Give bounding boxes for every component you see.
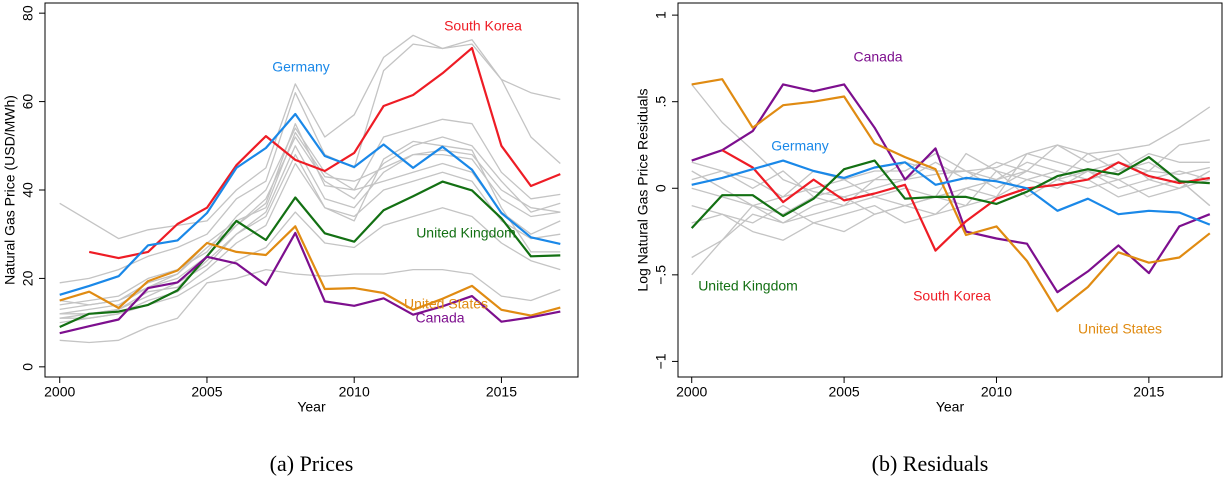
background-line — [691, 152, 1211, 207]
y-axis-title: Log Natural Gas Price Residuals — [635, 88, 651, 291]
y-tick-label: 20 — [20, 270, 36, 286]
x-tick-label: 2010 — [981, 384, 1012, 400]
series-line — [59, 180, 561, 329]
series-label: Germany — [272, 59, 330, 75]
y-tick-label: 80 — [20, 5, 36, 21]
x-tick-label: 2015 — [1133, 384, 1164, 400]
background-line — [59, 34, 561, 240]
background-line — [691, 144, 1210, 207]
series-label: United Kingdom — [416, 225, 516, 241]
series-label: Germany — [771, 138, 829, 154]
y-tick-label: 40 — [20, 182, 36, 198]
x-tick-label: 2005 — [191, 384, 222, 400]
series-label: South Korea — [913, 288, 991, 304]
x-tick-label: 2015 — [486, 384, 517, 400]
x-axis-title: Year — [297, 399, 326, 415]
series-line — [59, 112, 561, 296]
plot-frame — [677, 2, 1223, 378]
series-label: United Kingdom — [698, 278, 798, 294]
y-tick-label: 0 — [20, 363, 36, 371]
y-tick-label: 0 — [653, 184, 669, 192]
x-tick-label: 2005 — [829, 384, 860, 400]
background-line — [59, 43, 561, 284]
y-tick-label: 1 — [653, 11, 669, 19]
y-tick-label: −1 — [653, 353, 669, 369]
x-tick-label: 2010 — [339, 384, 370, 400]
x-tick-label: 2000 — [676, 384, 707, 400]
series-label: Canada — [853, 49, 902, 65]
y-tick-label: .5 — [653, 96, 669, 108]
background-line — [691, 83, 1211, 198]
background-line — [59, 131, 561, 306]
x-axis-title: Year — [936, 399, 965, 415]
background-line — [59, 136, 561, 315]
y-axis-title: Natural Gas Price (USD/MWh) — [2, 95, 18, 285]
series-line — [59, 231, 561, 335]
series-label: United States — [1078, 321, 1162, 337]
series-line — [690, 156, 1210, 229]
series-line — [59, 225, 561, 317]
background-line — [59, 268, 561, 344]
y-tick-label: −.5 — [653, 265, 669, 285]
background-line — [691, 152, 1211, 224]
caption: (b) Residuals — [872, 451, 989, 476]
series-label: Canada — [415, 310, 464, 326]
caption: (a) Prices — [270, 451, 354, 476]
series-line — [88, 47, 561, 260]
background-line — [59, 162, 561, 324]
series-line — [691, 83, 1211, 294]
series-line — [691, 78, 1211, 313]
background-line — [691, 161, 1210, 215]
background-line — [59, 118, 561, 306]
x-tick-label: 2000 — [44, 384, 75, 400]
series-line — [691, 159, 1211, 226]
y-tick-label: 60 — [20, 94, 36, 110]
series-label: United States — [404, 296, 488, 312]
series-line — [721, 149, 1210, 252]
series-label: South Korea — [444, 18, 522, 34]
